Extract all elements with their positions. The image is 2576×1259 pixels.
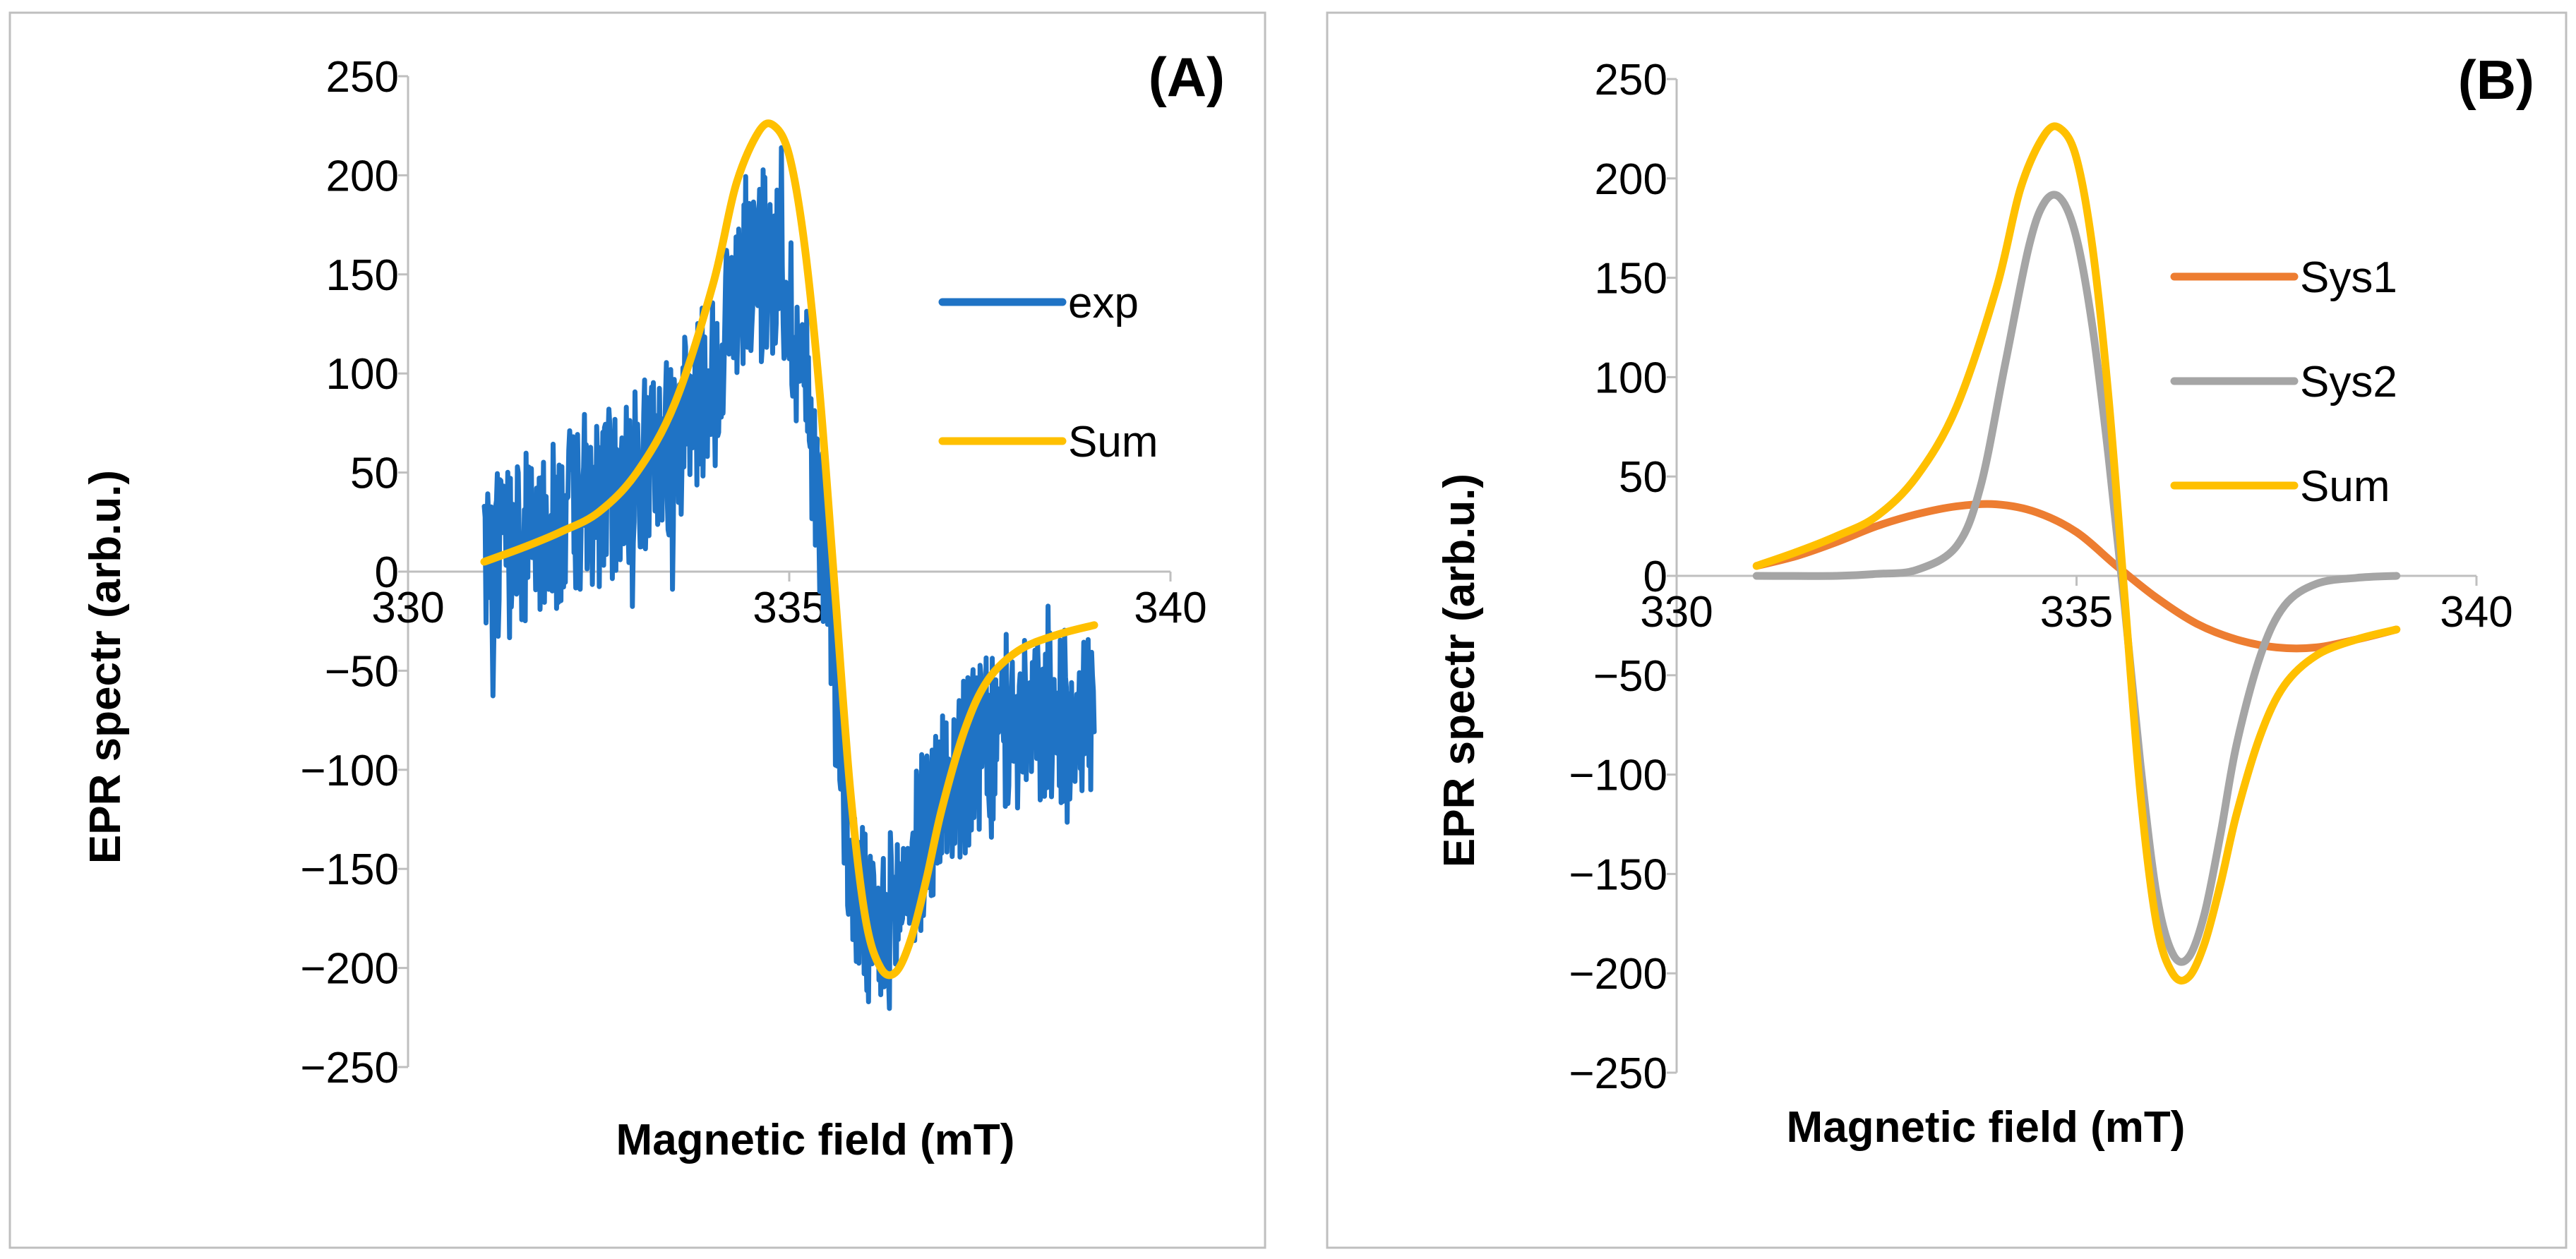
panel-a-label: (A) — [1149, 46, 1225, 108]
y-tick-label: 100 — [326, 350, 399, 399]
panel-a-xlabel: Magnetic field (mT) — [616, 1116, 1015, 1164]
y-tick-label: 50 — [1619, 453, 1667, 502]
x-tick-label: 335 — [2040, 588, 2113, 637]
y-tick-label: −100 — [300, 747, 399, 795]
x-tick-label: 340 — [2440, 588, 2512, 637]
panel-b-frame — [1326, 11, 2568, 1249]
y-tick-label: 0 — [375, 548, 399, 597]
legend-label-sum: Sum — [1068, 418, 1158, 466]
y-tick-label: 100 — [1595, 354, 1667, 402]
legend-label-sys1: Sys1 — [2300, 253, 2397, 302]
y-tick-label: −200 — [1569, 950, 1667, 999]
x-tick-label: 330 — [371, 584, 444, 632]
series-line-exp — [481, 145, 1097, 1011]
panel-a-frame — [8, 11, 1266, 1249]
x-tick-label: 335 — [753, 584, 825, 632]
legend-label-exp: exp — [1068, 279, 1139, 327]
panel-a-plot-area — [480, 119, 1098, 1011]
panel-b-legend: Sys1 Sys2 Sum — [2170, 253, 2397, 511]
y-tick-label: −100 — [1569, 752, 1667, 800]
legend-label-sys2: Sys2 — [2300, 358, 2397, 406]
panel-b-label: (B) — [2458, 49, 2534, 111]
y-tick-label: −50 — [325, 647, 399, 696]
y-tick-label: −250 — [300, 1044, 399, 1092]
panel-b-ylabel: EPR spectr (arb.u.) — [1435, 474, 1484, 867]
y-tick-label: −150 — [1569, 850, 1667, 899]
y-tick-label: 50 — [350, 450, 399, 498]
y-tick-label: 200 — [1595, 155, 1667, 204]
series-line-sys1 — [1752, 500, 2401, 653]
panel-a-ylabel: EPR spectr (arb.u.) — [81, 470, 130, 864]
y-tick-label: 0 — [1643, 553, 1667, 601]
panel-a-legend: exp Sum — [938, 279, 1158, 466]
panel-b-axes: 250 200 150 100 50 0 −50 −100 −150 −200 −250 330 335… — [1569, 56, 2512, 1098]
y-tick-label: −200 — [300, 945, 399, 994]
y-tick-label: 250 — [326, 53, 399, 102]
panel-b-xlabel: Magnetic field (mT) — [1787, 1103, 2186, 1152]
y-tick-label: 150 — [326, 251, 399, 300]
y-tick-label: 200 — [326, 152, 399, 200]
panel-b-plot-area — [1752, 122, 2401, 984]
y-tick-label: 150 — [1595, 255, 1667, 303]
panel-b: (B) Magnetic field (mT) EPR spectr (arb.… — [1326, 11, 2568, 1249]
x-tick-label: 340 — [1134, 584, 1206, 632]
y-tick-label: −150 — [300, 845, 399, 894]
y-tick-label: 250 — [1595, 56, 1667, 104]
x-tick-label: 330 — [1640, 588, 1713, 637]
legend-label-sum: Sum — [2300, 462, 2390, 511]
series-line-sum — [1752, 122, 2401, 984]
y-tick-label: −50 — [1593, 652, 1667, 701]
series-line-sum — [480, 119, 1098, 980]
panel-a: (A) Magnetic field (mT) EPR spectr (arb.… — [8, 11, 1266, 1249]
y-tick-label: −250 — [1569, 1049, 1667, 1098]
panel-a-axes: 250 200 150 100 50 0 −50 −100 −150 −200 −250 330 335… — [300, 53, 1206, 1092]
